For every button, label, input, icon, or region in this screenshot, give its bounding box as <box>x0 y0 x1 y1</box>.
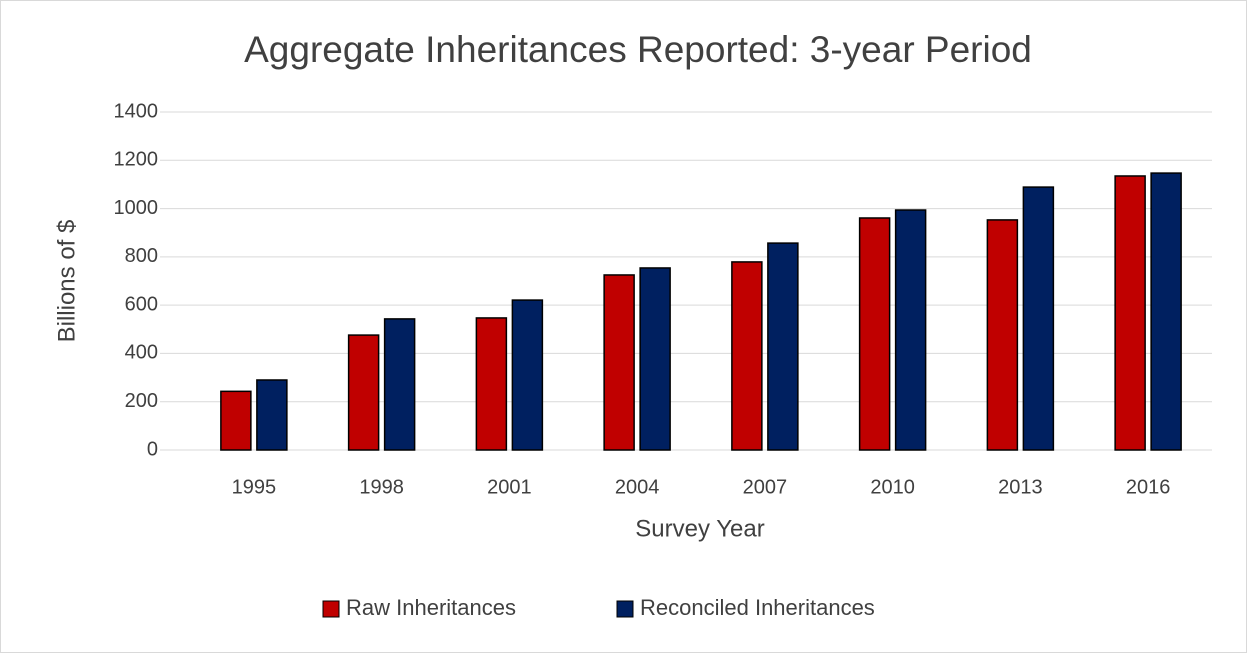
bar <box>858 217 891 451</box>
bar <box>731 261 763 451</box>
bar <box>256 379 288 451</box>
bar <box>347 334 380 451</box>
y-tick-label: 1400 <box>114 100 159 122</box>
y-tick-label: 600 <box>125 293 158 315</box>
legend-label: Reconciled Inheritances <box>640 595 875 620</box>
bar <box>894 209 927 451</box>
bar <box>220 390 252 451</box>
x-tick-label: 1995 <box>232 476 277 498</box>
bar <box>1114 175 1146 451</box>
y-tick-label: 1200 <box>114 149 159 171</box>
y-tick-label: 200 <box>125 390 158 412</box>
legend-swatch <box>616 600 634 618</box>
bar <box>767 242 799 451</box>
x-tick-label: 2001 <box>487 476 532 498</box>
bar <box>1022 186 1055 451</box>
chart-title: Aggregate Inheritances Reported: 3-year … <box>244 29 1032 70</box>
y-tick-label: 1000 <box>114 197 159 219</box>
bar <box>511 299 544 451</box>
bar <box>383 318 416 451</box>
bar <box>475 317 508 451</box>
x-tick-label: 2010 <box>870 476 915 498</box>
legend-label: Raw Inheritances <box>346 595 516 620</box>
x-axis-label: Survey Year <box>635 515 764 542</box>
bar <box>1150 172 1182 451</box>
bar <box>986 219 1019 451</box>
bar <box>603 274 635 451</box>
y-tick-label: 800 <box>125 245 158 267</box>
x-tick-label: 2016 <box>1126 476 1171 498</box>
y-tick-label: 400 <box>125 342 158 364</box>
x-tick-label: 1998 <box>359 476 404 498</box>
x-tick-label: 2004 <box>615 476 660 498</box>
y-axis-label: Billions of $ <box>53 220 80 343</box>
x-tick-label: 2007 <box>743 476 788 498</box>
y-tick-label: 0 <box>147 438 158 460</box>
x-tick-label: 2013 <box>998 476 1043 498</box>
legend-swatch <box>322 600 340 618</box>
bar <box>639 267 671 451</box>
